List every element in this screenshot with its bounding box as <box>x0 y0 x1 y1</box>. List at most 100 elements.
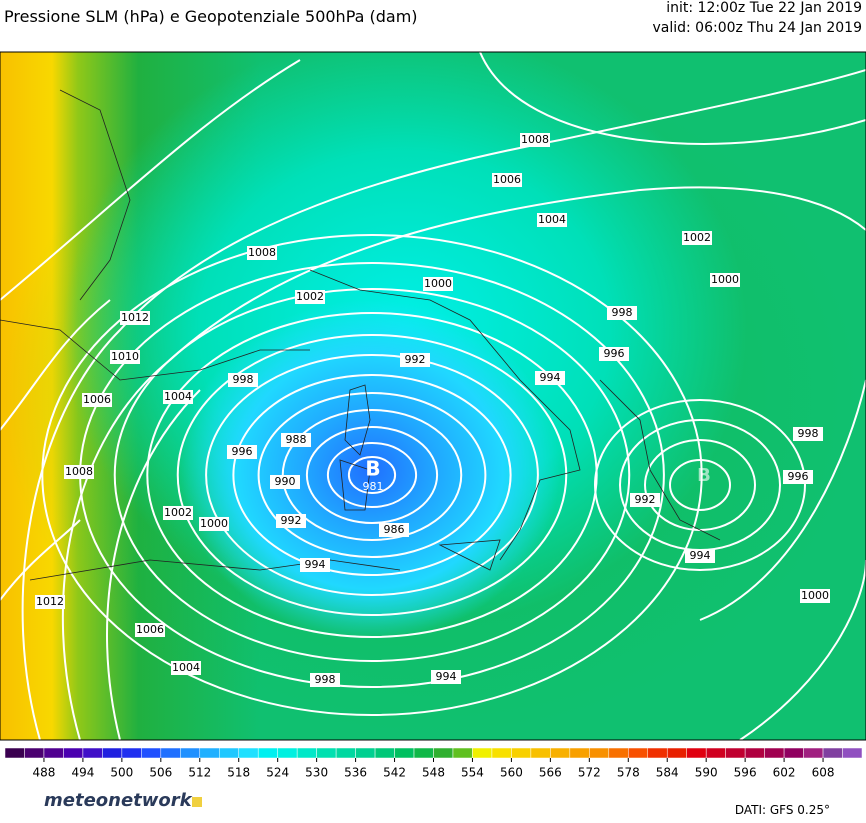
isobar-label-bg <box>35 595 65 609</box>
colorbar-box <box>628 747 648 759</box>
isobar <box>594 399 806 571</box>
title: Pressione SLM (hPa) e Geopotenziale 500h… <box>4 7 418 26</box>
isobar-label-bg <box>682 231 712 245</box>
isobar-label-bg <box>535 371 565 385</box>
isobar <box>347 456 397 494</box>
colorbar-box <box>296 747 317 759</box>
isobar-label: 992 <box>281 514 302 527</box>
isobar-label-bg <box>82 393 112 407</box>
colorbar-box <box>121 747 142 759</box>
isobar-label: 1000 <box>200 517 228 530</box>
isobar-label-bg <box>228 373 258 387</box>
isobar-label-bg <box>379 523 409 537</box>
isobar-label: 1010 <box>111 350 139 363</box>
isobar-label: 998 <box>798 427 819 440</box>
isobar-label: 1008 <box>521 133 549 146</box>
isobar-label: 1008 <box>65 465 93 478</box>
isobar-label: 986 <box>384 523 405 536</box>
isobar-label-bg <box>599 347 629 361</box>
isobar-label-bg <box>685 549 715 563</box>
colorbar-tick-label: 530 <box>305 766 328 780</box>
isobar-label: 1002 <box>296 290 324 303</box>
colorbar-box <box>452 747 473 759</box>
isobar-label-bg <box>520 133 550 147</box>
colorbar-box <box>608 747 629 759</box>
isobar <box>0 59 301 301</box>
isobar <box>0 519 81 601</box>
isobar-label-bg <box>227 445 257 459</box>
valid-time: valid: 06:00z Thu 24 Jan 2019 <box>652 20 862 36</box>
colorbar-box <box>491 747 512 759</box>
low-symbol: B <box>365 457 380 481</box>
logo: meteonetwork <box>44 790 193 811</box>
colorbar-tick-label: 512 <box>188 766 211 780</box>
colorbar-tick-label: 548 <box>422 766 445 780</box>
coastlines <box>0 89 721 581</box>
isobar-label: 1012 <box>36 595 64 608</box>
colorbar-box <box>199 747 220 759</box>
colorbar-box <box>686 747 707 759</box>
isobar-label: 996 <box>788 470 809 483</box>
isobar-label: 1006 <box>136 623 164 636</box>
isobar-label-bg <box>710 273 740 287</box>
colorbar-box <box>433 747 454 759</box>
isobar-label-bg <box>783 470 813 484</box>
colorbar-box <box>180 747 201 759</box>
isobar-label-bg <box>537 213 567 227</box>
isobar-label: 994 <box>690 549 711 562</box>
colorbar-tick-label: 536 <box>344 766 367 780</box>
isobar-label-bg <box>300 558 330 572</box>
isobar-label: 998 <box>315 673 336 686</box>
isobar <box>41 234 703 716</box>
isobar <box>326 442 418 508</box>
colorbar-tick-label: 524 <box>266 766 289 780</box>
colorbar-box <box>413 747 434 759</box>
isobar-label: 996 <box>232 445 253 458</box>
colorbar-box <box>82 747 103 759</box>
isobar-label: 1004 <box>164 390 192 403</box>
colorbar-box <box>160 747 181 759</box>
colorbar-tick-label: 506 <box>149 766 172 780</box>
isobar-label-bg <box>492 173 522 187</box>
isobar-label: 1006 <box>493 173 521 186</box>
isobar-label: 1004 <box>538 213 566 226</box>
isobar-label: 1008 <box>248 246 276 259</box>
colorbar-tick-label: 500 <box>110 766 133 780</box>
isobar-labels: 1008 1006 1004 1002 1000 1008 1000 1002 998 1012 9… <box>35 133 830 687</box>
colorbar-tick-label: 518 <box>227 766 250 780</box>
colorbar-tick-label: 578 <box>617 766 640 780</box>
isobar <box>205 354 539 596</box>
isobar <box>669 459 731 511</box>
colorbar-box <box>102 747 123 759</box>
isobar <box>106 389 201 740</box>
isobar <box>479 52 866 145</box>
isobar-label: 988 <box>286 433 307 446</box>
isobar-label-bg <box>295 290 325 304</box>
isobar <box>113 288 631 662</box>
isobar-label-bg <box>431 670 461 684</box>
colorbar-tick-label: 584 <box>656 766 679 780</box>
colorbar-box <box>219 747 239 759</box>
colorbar-tick-label: 602 <box>773 766 796 780</box>
colorbar-tick-label: 560 <box>500 766 523 780</box>
isobar <box>176 334 568 616</box>
init-time: init: 12:00z Tue 22 Jan 2019 <box>666 0 862 16</box>
colorbar-tick-label: 608 <box>812 766 835 780</box>
isobar-label-bg <box>199 517 229 531</box>
colorbar-box <box>374 747 395 759</box>
isobar-label: 990 <box>275 475 296 488</box>
colorbar-box <box>783 747 804 759</box>
isobar-label: 992 <box>635 493 656 506</box>
colorbar-box <box>141 747 162 759</box>
isobar-label-bg <box>423 277 453 291</box>
isobar-label: 1002 <box>683 231 711 244</box>
colorbar-tick-label: 542 <box>383 766 406 780</box>
logo-square <box>192 797 202 807</box>
isobar-label: 1000 <box>711 273 739 286</box>
colorbar-box <box>842 747 863 759</box>
isobar-label-bg <box>281 433 311 447</box>
isobar-label: 998 <box>612 306 633 319</box>
colorbar-box <box>744 747 765 759</box>
isobar-label-bg <box>135 623 165 637</box>
